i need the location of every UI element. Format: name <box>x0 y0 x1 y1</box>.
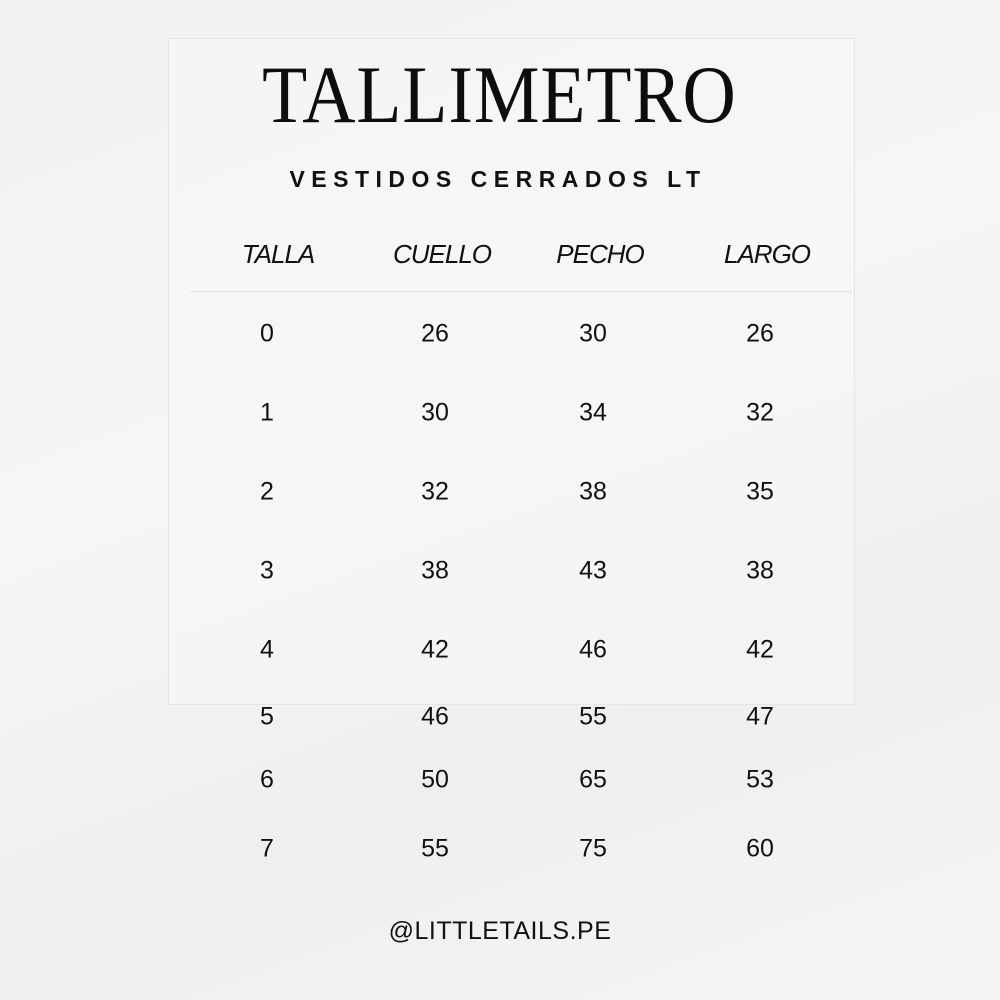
size-chart-card <box>168 38 855 705</box>
column-header-largo: LARGO <box>723 239 811 269</box>
table-cell-largo: 53 <box>746 765 774 794</box>
table-cell-talla: 4 <box>260 635 274 664</box>
instagram-handle: @LITTLETAILS.PE <box>388 917 612 945</box>
table-cell-cuello: 42 <box>421 635 449 664</box>
table-cell-talla: 2 <box>260 477 274 506</box>
table-cell-pecho: 55 <box>579 702 607 731</box>
table-cell-largo: 60 <box>746 834 774 863</box>
column-header-pecho: PECHO <box>556 239 644 269</box>
table-cell-cuello: 38 <box>421 556 449 585</box>
table-cell-talla: 5 <box>260 702 274 731</box>
table-cell-pecho: 43 <box>579 556 607 585</box>
table-cell-cuello: 30 <box>421 398 449 427</box>
table-cell-pecho: 30 <box>579 319 607 348</box>
column-header-cuello: CUELLO <box>392 239 492 269</box>
table-cell-talla: 3 <box>260 556 274 585</box>
table-cell-largo: 42 <box>746 635 774 664</box>
page-title: TALLIMETRO <box>262 49 737 140</box>
table-cell-largo: 26 <box>746 319 774 348</box>
table-cell-largo: 32 <box>746 398 774 427</box>
table-cell-cuello: 26 <box>421 319 449 348</box>
column-header-talla: TALLA <box>241 239 316 269</box>
table-cell-cuello: 46 <box>421 702 449 731</box>
table-cell-largo: 35 <box>746 477 774 506</box>
table-cell-pecho: 65 <box>579 765 607 794</box>
table-cell-pecho: 75 <box>579 834 607 863</box>
table-cell-cuello: 32 <box>421 477 449 506</box>
subtitle: VESTIDOS CERRADOS LT <box>289 166 707 192</box>
table-cell-talla: 6 <box>260 765 274 794</box>
table-cell-pecho: 46 <box>579 635 607 664</box>
table-cell-largo: 47 <box>746 702 774 731</box>
table-cell-talla: 1 <box>260 398 274 427</box>
table-cell-pecho: 38 <box>579 477 607 506</box>
header-divider <box>190 291 852 292</box>
table-cell-largo: 38 <box>746 556 774 585</box>
table-cell-talla: 7 <box>260 834 274 863</box>
table-cell-cuello: 55 <box>421 834 449 863</box>
table-cell-talla: 0 <box>260 319 274 348</box>
table-cell-pecho: 34 <box>579 398 607 427</box>
table-cell-cuello: 50 <box>421 765 449 794</box>
